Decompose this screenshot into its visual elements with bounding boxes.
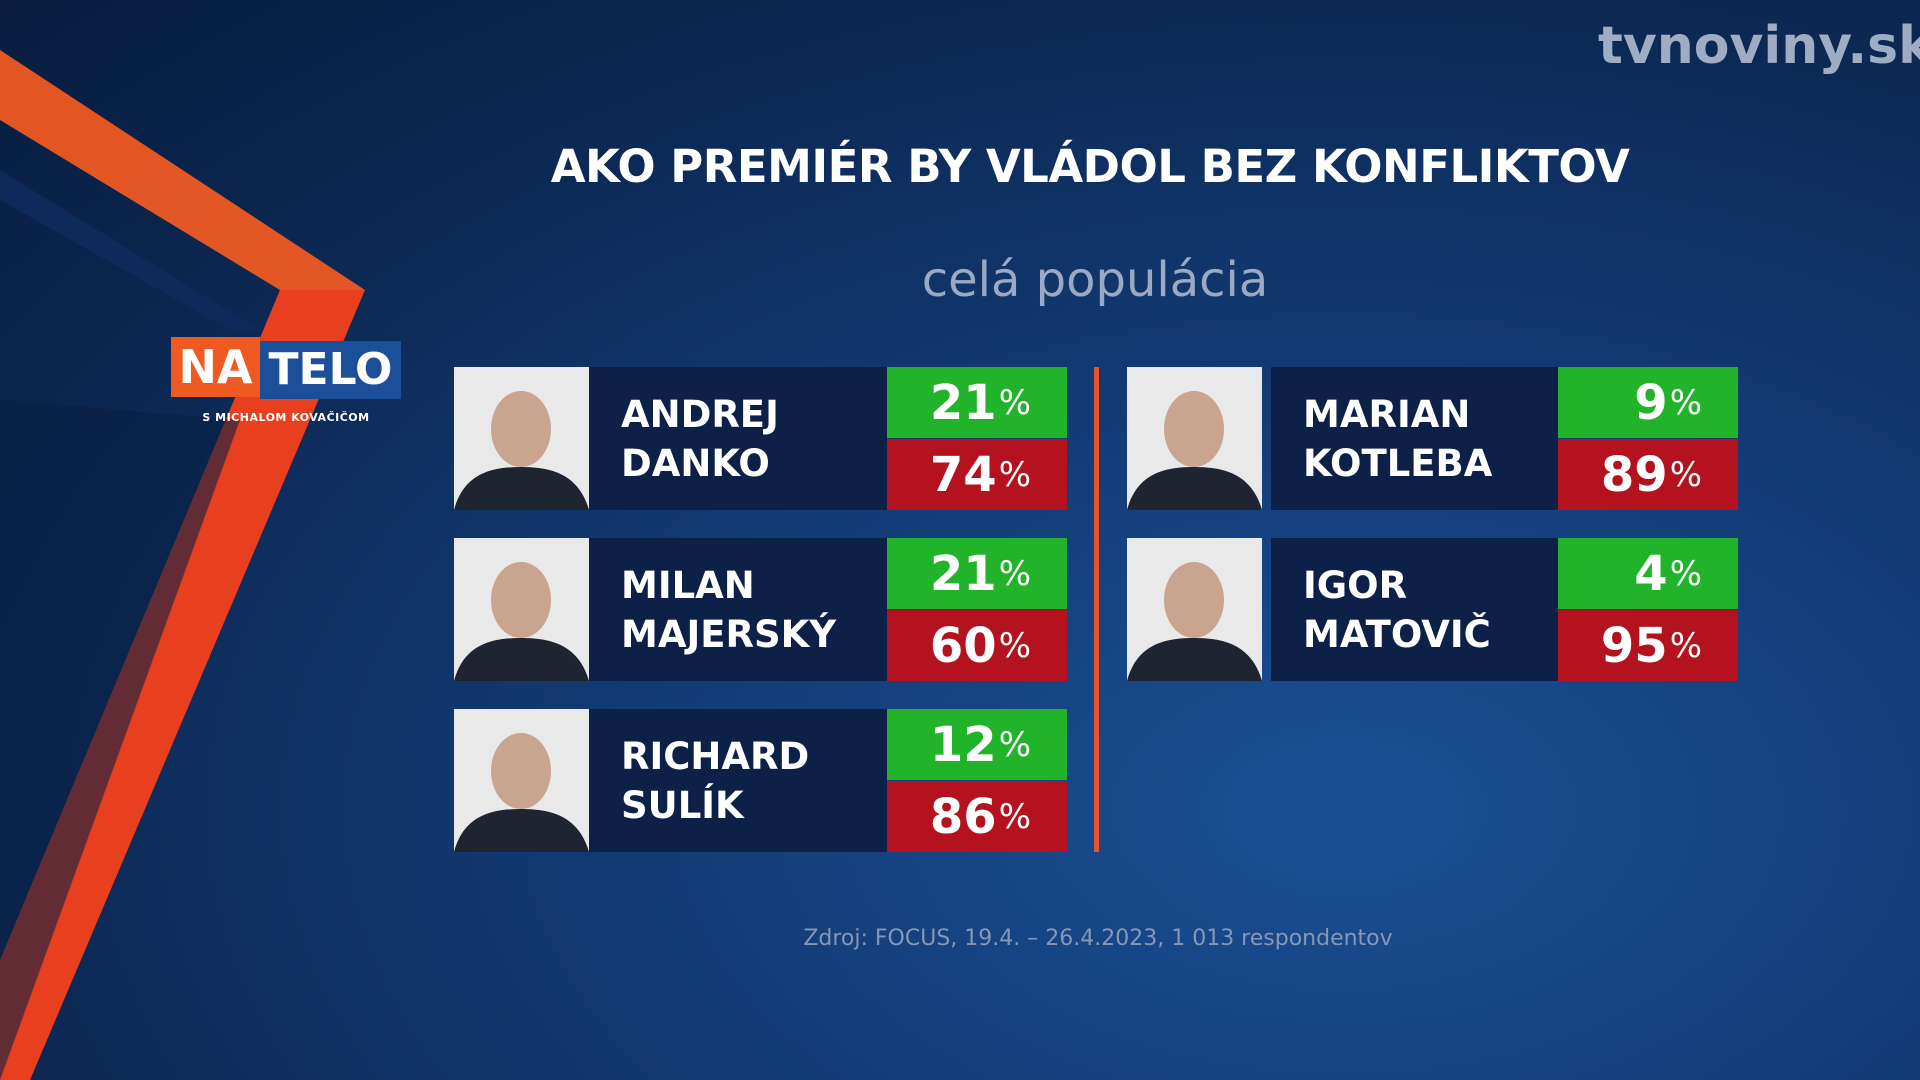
logo-telo: TELO: [260, 341, 401, 399]
percent-sign: %: [998, 382, 1031, 423]
logo-na: NA: [171, 337, 260, 397]
candidate-card: RICHARD SULÍK 12% 86%: [454, 709, 1067, 852]
name-line: KOTLEBA: [1303, 441, 1493, 485]
percent-value: 95: [1600, 617, 1668, 674]
candidate-card: IGOR MATOVIČ 4% 95%: [1127, 538, 1738, 681]
percent-value: 9: [1634, 374, 1668, 431]
percent-sign: %: [998, 625, 1031, 666]
candidate-card: MARIAN KOTLEBA 9% 89%: [1127, 367, 1738, 510]
name-line: SULÍK: [621, 783, 744, 827]
decor-stripes: [0, 50, 365, 1080]
name-line: RICHARD: [621, 734, 810, 778]
percent-value: 21: [929, 374, 997, 431]
yes-percent: 9%: [1558, 367, 1738, 438]
no-percent: 60%: [887, 610, 1067, 681]
name-line: MAJERSKÝ: [621, 612, 837, 656]
yes-percent: 21%: [887, 538, 1067, 609]
candidate-name: MILAN MAJERSKÝ: [589, 538, 887, 681]
percent-sign: %: [1669, 625, 1702, 666]
candidate-photo: [1127, 367, 1262, 510]
title: AKO PREMIÉR BY VLÁDOL BEZ KONFLIKTOV: [550, 140, 1630, 193]
percent-sign: %: [1669, 553, 1702, 594]
no-percent: 95%: [1558, 610, 1738, 681]
percent-value: 21: [929, 545, 997, 602]
candidate-name: ANDREJ DANKO: [589, 367, 887, 510]
name-line: ANDREJ: [621, 392, 779, 436]
percent-value: 89: [1600, 446, 1668, 503]
candidate-name: MARIAN KOTLEBA: [1271, 367, 1558, 510]
logo-subtitle: S MICHALOM KOVAČIČOM: [202, 411, 370, 424]
candidate-photo: [454, 538, 589, 681]
divider: [1094, 367, 1099, 852]
candidate-name: IGOR MATOVIČ: [1271, 538, 1558, 681]
percent-sign: %: [998, 553, 1031, 594]
percent-value: 12: [929, 716, 997, 773]
name-line: MILAN: [621, 563, 755, 607]
candidate-card: ANDREJ DANKO 21% 74%: [454, 367, 1067, 510]
yes-percent: 4%: [1558, 538, 1738, 609]
brand-logo: tvnoviny.sk: [1598, 16, 1920, 76]
percent-sign: %: [998, 454, 1031, 495]
source: Zdroj: FOCUS, 19.4. – 26.4.2023, 1 013 r…: [803, 926, 1393, 951]
candidate-card: MILAN MAJERSKÝ 21% 60%: [454, 538, 1067, 681]
percent-sign: %: [1669, 454, 1702, 495]
candidate-photo: [454, 709, 589, 852]
name-line: IGOR: [1303, 563, 1408, 607]
candidate-photo: [1127, 538, 1262, 681]
percent-value: 86: [929, 788, 997, 845]
no-percent: 86%: [887, 781, 1067, 852]
percent-sign: %: [1669, 382, 1702, 423]
candidate-name: RICHARD SULÍK: [589, 709, 887, 852]
percent-value: 74: [929, 446, 997, 503]
name-line: DANKO: [621, 441, 770, 485]
percent-sign: %: [998, 724, 1031, 765]
no-percent: 89%: [1558, 439, 1738, 510]
name-line: MATOVIČ: [1303, 612, 1491, 656]
percent-value: 60: [929, 617, 997, 674]
subtitle: celá populácia: [921, 252, 1269, 308]
percent-sign: %: [998, 796, 1031, 837]
no-percent: 74%: [887, 439, 1067, 510]
percent-value: 4: [1634, 545, 1668, 602]
candidate-photo: [454, 367, 589, 510]
name-line: MARIAN: [1303, 392, 1471, 436]
yes-percent: 12%: [887, 709, 1067, 780]
yes-percent: 21%: [887, 367, 1067, 438]
